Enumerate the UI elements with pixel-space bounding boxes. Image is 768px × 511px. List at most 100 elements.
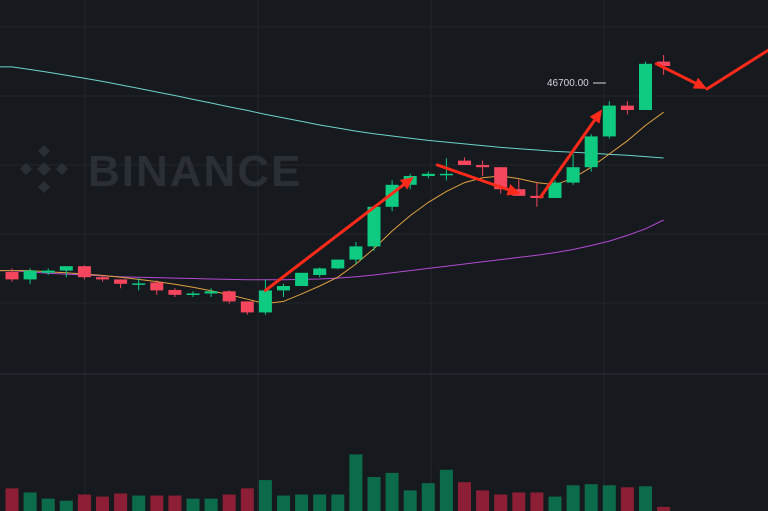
candle: [602, 101, 616, 139]
candle-body: [96, 277, 109, 280]
candle: [23, 268, 37, 284]
candle: [41, 268, 55, 275]
candle: [494, 167, 508, 194]
price-marker-label: 46700.00: [547, 78, 589, 89]
candle-body: [439, 173, 453, 176]
volume-bar: [385, 472, 399, 511]
candle-body: [421, 173, 435, 176]
candle: [367, 206, 381, 251]
volume-bar: [602, 485, 616, 511]
candle: [59, 266, 73, 278]
arrow-shaft: [705, 48, 768, 91]
volume-bar: [566, 485, 580, 511]
volume-bar: [114, 493, 128, 511]
candle: [132, 278, 146, 291]
candle-body: [5, 271, 19, 280]
candle-body: [566, 167, 580, 183]
candle: [204, 288, 218, 297]
candle-body: [602, 105, 616, 137]
candle: [313, 267, 327, 278]
volume-bars: [5, 454, 671, 511]
arrow-shaft: [539, 118, 597, 199]
candle: [77, 265, 91, 280]
arrow-shaft: [435, 163, 510, 192]
ma-long-line: [0, 66, 664, 159]
volume-bar: [5, 488, 19, 511]
volume-bar: [222, 494, 236, 511]
volume-bar: [548, 496, 562, 511]
volume-bar: [23, 492, 37, 511]
candle-body: [258, 290, 272, 313]
candle: [150, 280, 164, 295]
candle-body: [657, 61, 671, 66]
candle: [458, 157, 471, 165]
candle: [222, 290, 236, 304]
candle: [639, 61, 652, 110]
candle-body: [204, 291, 218, 294]
volume-bar: [204, 498, 218, 511]
candle: [186, 291, 200, 297]
candle-body: [313, 268, 327, 275]
candle-body: [240, 301, 254, 313]
candle: [620, 101, 634, 115]
arrow-head: [692, 77, 708, 89]
volume-bar: [295, 494, 309, 511]
candle-body: [23, 270, 37, 280]
volume-bar: [494, 494, 508, 511]
volume-bar: [258, 480, 272, 511]
candle: [349, 242, 363, 264]
logo-diamond: [38, 145, 50, 157]
candle: [530, 182, 544, 207]
candle-body: [458, 160, 471, 165]
volume-bar: [132, 495, 146, 511]
volume-bar: [620, 487, 634, 511]
candle: [240, 301, 254, 315]
candle-body: [114, 279, 128, 284]
candle-body: [186, 293, 200, 295]
binance-watermark: BINANCE: [20, 145, 300, 196]
volume-bar: [403, 490, 417, 511]
candle-body: [295, 272, 309, 286]
candle-body: [331, 259, 345, 269]
candle-body: [59, 266, 73, 271]
arrow-head: [506, 184, 521, 196]
candle-body: [367, 206, 381, 247]
candle-body: [132, 283, 146, 285]
candle: [258, 279, 272, 315]
volume-bar: [367, 477, 381, 511]
logo-diamond: [20, 163, 32, 175]
volume-bar: [439, 469, 453, 511]
volume-bar: [186, 498, 200, 511]
volume-bar: [512, 492, 526, 511]
volume-bar: [96, 496, 109, 511]
volume-bar: [657, 506, 671, 511]
candle-body: [41, 270, 55, 273]
candle: [5, 268, 19, 282]
annotation-arrows: [263, 48, 768, 292]
volume-bar: [349, 454, 363, 511]
price-marker: 46700.00: [547, 78, 606, 89]
candle-body: [584, 136, 598, 168]
arrow-head: [589, 109, 603, 124]
volume-bar: [77, 494, 91, 511]
candle-body: [530, 195, 544, 198]
volume-bar: [331, 494, 345, 511]
volume-bar: [421, 483, 435, 511]
candle: [584, 134, 598, 172]
volume-bar: [476, 490, 490, 511]
arrow-shaft: [654, 62, 697, 85]
candle: [421, 171, 435, 179]
candle: [114, 279, 128, 289]
logo-diamond: [38, 181, 50, 193]
volume-bar: [41, 498, 55, 511]
binance-logo-icon: [20, 145, 68, 193]
volume-bar: [530, 492, 544, 511]
candle: [548, 180, 562, 198]
volume-bar: [458, 482, 471, 511]
candle: [331, 259, 345, 270]
candle: [476, 160, 490, 176]
arrow-shaft: [263, 183, 405, 292]
